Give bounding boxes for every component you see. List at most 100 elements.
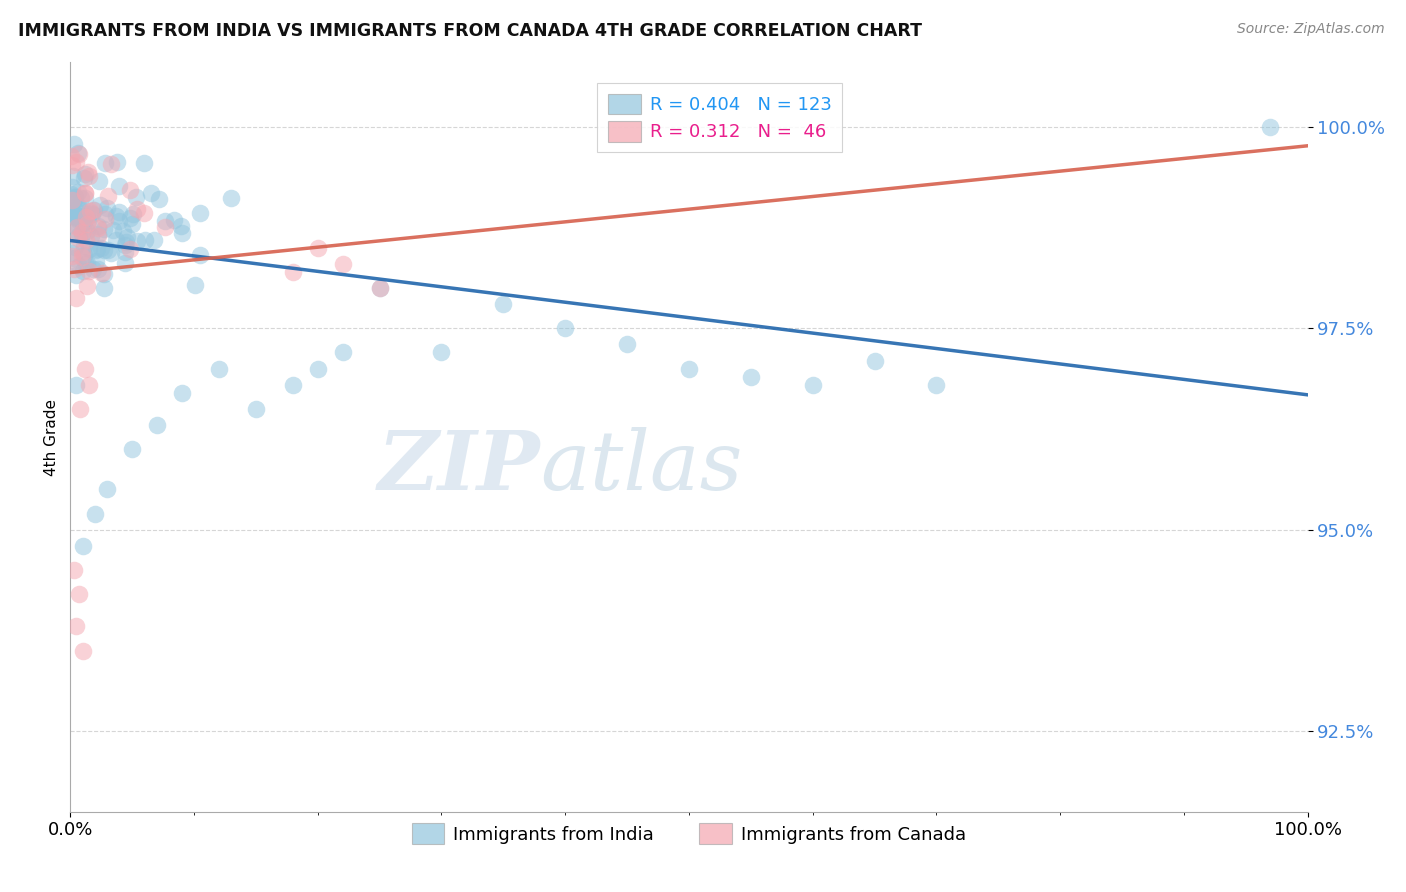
Point (97, 189, 120, 203)
Point (77, 377, 100, 392)
Point (80, 207, 103, 221)
Point (76, 224, 98, 238)
Point (121, 218, 143, 232)
Point (67, 147, 90, 161)
Point (59, 149, 82, 163)
Point (1260, 120, 1282, 134)
Point (87, 219, 110, 233)
Point (120, 211, 142, 225)
Point (616, 337, 638, 351)
Point (91, 266, 114, 280)
Point (125, 234, 148, 248)
Point (65, 224, 87, 238)
Point (72, 539, 94, 553)
Point (125, 202, 148, 216)
Point (678, 361, 700, 376)
Point (925, 377, 948, 392)
Point (65, 268, 87, 283)
Point (114, 235, 136, 249)
Point (492, 297, 515, 311)
Point (76, 165, 98, 179)
Point (73, 248, 96, 262)
Point (219, 191, 242, 205)
Point (93, 243, 115, 257)
Point (60, 203, 83, 218)
Point (73, 214, 96, 228)
Point (163, 213, 186, 227)
Point (75, 361, 97, 376)
Point (62, 208, 84, 222)
Point (73, 191, 96, 205)
Point (188, 248, 211, 262)
Legend: Immigrants from India, Immigrants from Canada: Immigrants from India, Immigrants from C… (405, 816, 973, 851)
Point (97, 243, 120, 257)
Point (75, 210, 97, 224)
Point (70, 227, 93, 241)
Point (66, 186, 89, 200)
Point (86, 261, 108, 276)
Point (86, 221, 108, 235)
Point (148, 192, 170, 206)
Point (79, 264, 101, 278)
Point (153, 214, 176, 228)
Point (90, 241, 112, 255)
Point (100, 246, 122, 260)
Point (104, 209, 127, 223)
Point (67, 227, 90, 242)
Point (86, 243, 108, 257)
Point (70, 191, 93, 205)
Point (70, 225, 93, 239)
Y-axis label: 4th Grade: 4th Grade (44, 399, 59, 475)
Point (307, 241, 329, 255)
Point (170, 385, 193, 400)
Point (170, 226, 193, 240)
Point (75, 186, 97, 201)
Point (76, 278, 98, 293)
Point (332, 257, 354, 271)
Point (368, 281, 391, 295)
Point (62, 208, 84, 222)
Point (89, 197, 111, 211)
Point (84, 243, 107, 257)
Point (112, 225, 135, 239)
Point (63, 190, 86, 204)
Point (72, 643, 94, 657)
Point (307, 361, 329, 376)
Point (67, 230, 90, 244)
Point (93, 211, 115, 226)
Point (141, 186, 163, 200)
Point (281, 377, 304, 392)
Point (108, 213, 131, 227)
Point (65, 291, 87, 305)
Point (118, 182, 141, 196)
Text: IMMIGRANTS FROM INDIA VS IMMIGRANTS FROM CANADA 4TH GRADE CORRELATION CHART: IMMIGRANTS FROM INDIA VS IMMIGRANTS FROM… (18, 22, 922, 40)
Point (554, 321, 576, 335)
Point (94, 207, 117, 221)
Point (63, 218, 86, 232)
Point (72, 216, 94, 230)
Point (134, 233, 156, 247)
Point (60, 246, 83, 260)
Point (60, 187, 83, 202)
Point (60, 158, 83, 172)
Point (114, 238, 136, 252)
Point (96, 202, 118, 216)
Point (117, 230, 139, 244)
Point (73, 167, 96, 181)
Point (863, 353, 886, 368)
Point (62, 169, 84, 183)
Point (67, 587, 90, 601)
Point (146, 417, 169, 432)
Point (82, 203, 104, 218)
Point (62, 251, 84, 265)
Point (332, 345, 354, 359)
Point (76, 256, 98, 270)
Point (96, 483, 118, 497)
Point (184, 278, 207, 293)
Point (114, 256, 136, 270)
Point (87, 229, 110, 244)
Point (101, 223, 124, 237)
Point (114, 245, 136, 260)
Point (80, 229, 103, 244)
Point (67, 202, 90, 216)
